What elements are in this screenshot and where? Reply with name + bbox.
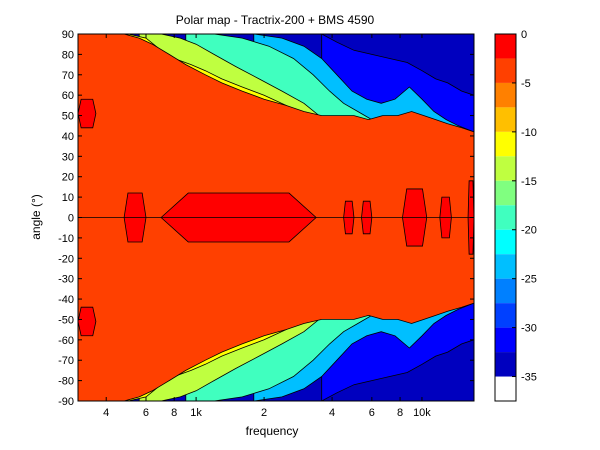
colorbar-tick-label: 0 xyxy=(521,29,527,41)
x-tick-label: 1k xyxy=(190,407,202,419)
colorbar-tick-label: -25 xyxy=(521,274,537,286)
y-tick-label: -40 xyxy=(58,294,74,306)
x-axis: 4 6 8 1k 2 4 6 8 10k xyxy=(103,34,431,419)
y-axis: 90 80 70 60 50 40 30 20 10 0 -10 -20 -30 -40 -50 -60 -70… xyxy=(58,29,474,408)
y-tick-label: 70 xyxy=(62,70,74,82)
x-tick-label: 4 xyxy=(329,407,335,419)
y-tick-label: 90 xyxy=(62,29,74,41)
x-tick-label: 6 xyxy=(143,407,149,419)
colorbar-swatch xyxy=(495,180,516,206)
colorbar-swatch xyxy=(495,254,516,279)
colorbar-swatch xyxy=(495,303,516,328)
chart-title: Polar map - Tractrix-200 + BMS 4590 xyxy=(176,13,375,27)
colorbar-tick-label: -20 xyxy=(521,225,537,237)
colorbar-swatch xyxy=(495,205,516,230)
x-tick-label: 10k xyxy=(413,407,431,419)
y-tick-label: -90 xyxy=(58,396,74,408)
y-tick-label: 50 xyxy=(62,111,74,123)
x-tick-label: 2 xyxy=(261,407,267,419)
y-tick-label: 20 xyxy=(62,172,74,184)
colorbar: 0 -5 -10 -15 -20 -25 -30 -35 xyxy=(494,29,537,402)
colorbar-swatch xyxy=(495,107,516,132)
y-tick-label: 0 xyxy=(68,213,74,225)
colorbar-swatch xyxy=(495,82,516,108)
y-tick-label: -50 xyxy=(58,314,74,326)
plot-area xyxy=(77,33,475,402)
y-tick-label: 40 xyxy=(62,131,74,143)
colorbar-tick-label: -35 xyxy=(521,372,537,384)
colorbar-swatch xyxy=(495,34,516,59)
colorbar-tick-label: -10 xyxy=(521,127,537,139)
y-tick-label: -60 xyxy=(58,335,74,347)
y-tick-label: 10 xyxy=(62,192,74,204)
y-axis-label: angle (°) xyxy=(29,194,43,240)
y-tick-label: -30 xyxy=(58,274,74,286)
colorbar-tick-label: -5 xyxy=(521,78,531,90)
x-axis-label: frequency xyxy=(246,424,299,438)
y-tick-label: 80 xyxy=(62,49,74,61)
y-tick-label: -10 xyxy=(58,233,74,245)
y-tick-label: -80 xyxy=(58,376,74,388)
red-lobe-7 xyxy=(78,98,97,129)
heatmap-layer xyxy=(78,34,474,401)
x-tick-label: 8 xyxy=(171,407,177,419)
colorbar-swatch xyxy=(495,131,516,157)
colorbar-swatch xyxy=(495,327,516,353)
y-tick-label: -20 xyxy=(58,253,74,265)
x-tick-label: 8 xyxy=(397,407,403,419)
x-tick-label: 4 xyxy=(103,407,109,419)
x-tick-label: 6 xyxy=(369,407,375,419)
colorbar-swatch xyxy=(495,58,516,83)
y-tick-label: -70 xyxy=(58,355,74,367)
colorbar-swatch xyxy=(495,278,516,304)
colorbar-tick-label: -30 xyxy=(521,323,537,335)
red-lobe-8 xyxy=(78,306,97,337)
colorbar-swatch xyxy=(495,229,516,255)
y-tick-label: 30 xyxy=(62,151,74,163)
colorbar-swatch xyxy=(495,156,516,181)
y-tick-label: 60 xyxy=(62,90,74,102)
colorbar-frame xyxy=(494,33,517,402)
colorbar-swatch xyxy=(495,352,516,377)
colorbar-tick-label: -15 xyxy=(521,176,537,188)
